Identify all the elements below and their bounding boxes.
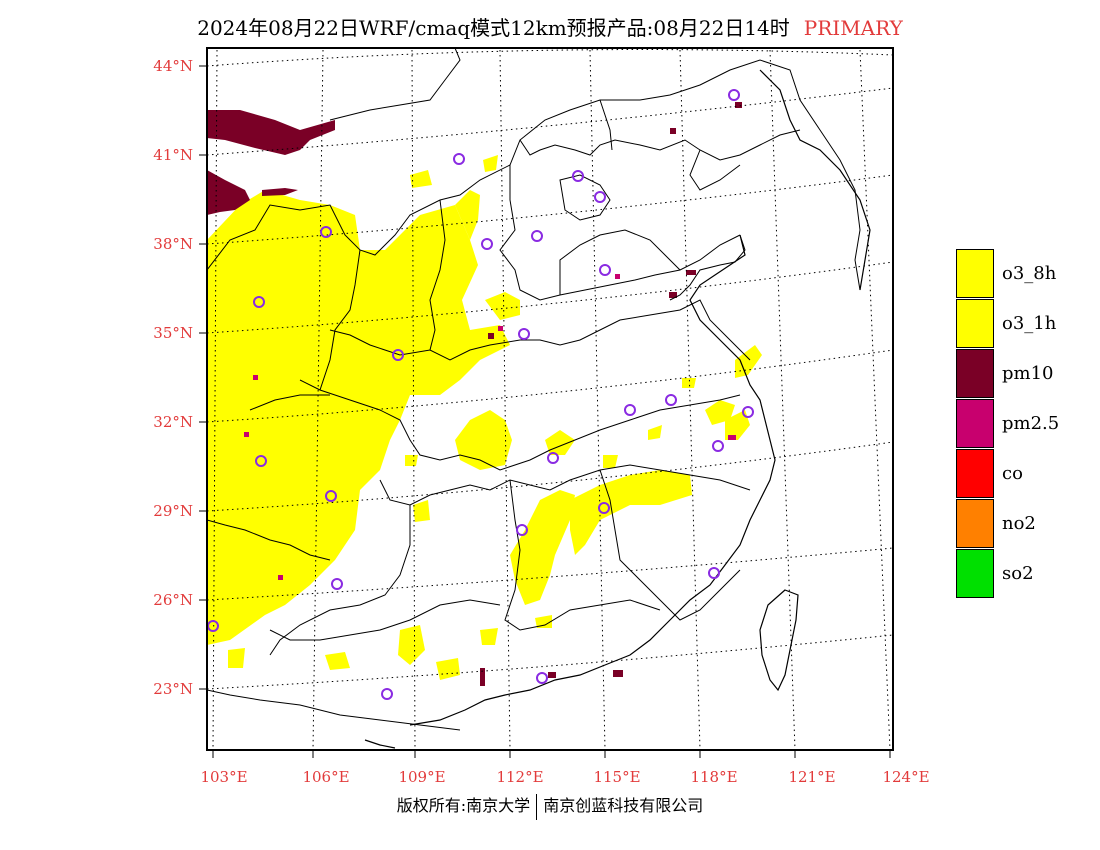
copyright-right: 南京创蓝科技有限公司 <box>543 796 704 815</box>
legend-item-o3-8h: o3_8h <box>956 248 1059 298</box>
copyright-left: 版权所有:南京大学 <box>396 796 531 815</box>
province-boundaries <box>207 48 861 731</box>
legend-swatch <box>956 398 994 448</box>
map-frame <box>206 47 894 751</box>
legend-item-co: co <box>956 448 1059 498</box>
legend-label: pm10 <box>1002 362 1054 384</box>
legend-label: pm2.5 <box>1002 412 1060 434</box>
legend-swatch <box>956 448 994 498</box>
lon-label-112: 112°E <box>496 768 543 786</box>
map-title: 2024年08月22日WRF/cmaq模式12km预报产品:08月22日14时 P… <box>0 12 1100 41</box>
lat-label-38: 38°N <box>153 235 193 253</box>
footer-divider <box>536 793 538 820</box>
station-markers <box>207 89 754 700</box>
lat-label-23: 23°N <box>153 680 193 698</box>
lat-label-44: 44°N <box>153 57 193 75</box>
lat-label-41: 41°N <box>153 146 193 164</box>
copyright-footer: 版权所有:南京大学 南京创蓝科技有限公司 <box>0 792 1100 820</box>
legend-item-o3-1h: o3_1h <box>956 298 1059 348</box>
lon-label-106: 106°E <box>302 768 349 786</box>
legend-label: no2 <box>1002 512 1036 534</box>
lon-label-124: 124°E <box>882 768 929 786</box>
legend-label: so2 <box>1002 562 1034 584</box>
graticule <box>207 49 893 750</box>
lon-ticks <box>212 750 891 758</box>
legend-item-pm10: pm10 <box>956 348 1059 398</box>
lon-label-121: 121°E <box>788 768 835 786</box>
lat-ticks <box>199 65 207 690</box>
legend-swatch <box>956 298 994 348</box>
lon-label-103: 103°E <box>200 768 247 786</box>
lon-label-109: 109°E <box>398 768 445 786</box>
legend-label: o3_8h <box>1002 262 1057 284</box>
legend-label: o3_1h <box>1002 312 1057 334</box>
ozone-regions <box>207 155 762 680</box>
lat-label-29: 29°N <box>153 502 193 520</box>
legend-swatch <box>956 348 994 398</box>
lat-label-26: 26°N <box>153 591 193 609</box>
lat-label-32: 32°N <box>153 413 193 431</box>
legend-item-pm25: pm2.5 <box>956 398 1059 448</box>
lat-label-35: 35°N <box>153 324 193 342</box>
pollutant-legend: o3_8h o3_1h pm10 pm2.5 co no2 so2 <box>956 248 1059 598</box>
lon-label-115: 115°E <box>593 768 640 786</box>
legend-swatch <box>956 548 994 598</box>
legend-item-no2: no2 <box>956 498 1059 548</box>
legend-swatch <box>956 248 994 298</box>
title-text: 2024年08月22日WRF/cmaq模式12km预报产品:08月22日14时 <box>197 16 790 40</box>
legend-label: co <box>1002 462 1023 484</box>
legend-swatch <box>956 498 994 548</box>
pm10-regions <box>207 102 742 686</box>
pm25-regions <box>244 274 736 580</box>
lon-label-118: 118°E <box>690 768 737 786</box>
coastline <box>364 69 871 749</box>
primary-tag: PRIMARY <box>803 16 903 40</box>
legend-item-so2: so2 <box>956 548 1059 598</box>
